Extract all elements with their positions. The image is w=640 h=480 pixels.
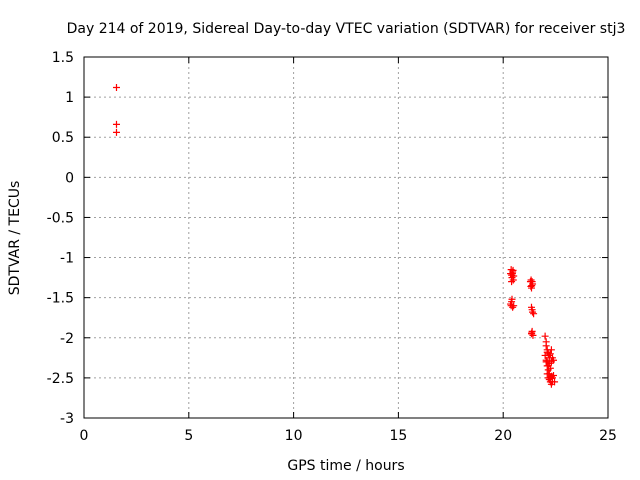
y-axis-label: SDTVAR / TECUs [7,181,23,296]
data-points [112,83,559,388]
data-point [546,364,554,372]
data-point [112,83,120,91]
data-point [528,278,536,286]
data-point [545,359,553,367]
x-tick-labels: 0 5 10 15 20 25 [80,428,617,444]
data-point [543,370,551,378]
data-point [509,266,517,274]
data-point [528,306,536,314]
y-tick-label: -2.5 [47,371,74,387]
x-tick-label: 20 [494,428,512,444]
data-point [508,295,516,303]
plot-frame [83,56,609,419]
y-tick-label: 1 [65,90,74,106]
data-point [508,270,516,278]
data-point [112,128,120,136]
y-tick-labels: -3 -2.5 -2 -1.5 -1 -0.5 0 0.5 1 1.5 [47,50,74,427]
y-tick-label: -2 [60,331,74,347]
x-tick-label: 25 [599,428,617,444]
x-tick-label: 10 [285,428,303,444]
data-point [550,371,558,379]
data-point [541,332,549,340]
data-point [542,342,550,350]
y-tick-label: -3 [60,411,74,427]
x-tick-label: 15 [389,428,407,444]
grid [84,57,608,418]
data-point [527,282,535,290]
y-tick-label: 0.5 [52,130,74,146]
data-point [508,278,516,286]
data-point [550,356,558,364]
y-tick-label: -1 [60,251,74,267]
y-tick-label: 1.5 [52,50,74,66]
x-tick-label: 0 [80,428,89,444]
data-point [546,350,554,358]
data-point [530,310,538,318]
data-point [545,351,553,359]
axis-ticks [83,56,609,419]
x-axis-label: GPS time / hours [287,458,404,474]
x-tick-label: 5 [184,428,193,444]
data-point [509,303,517,311]
data-point [528,329,536,337]
data-point [547,346,555,354]
data-point [527,284,535,292]
chart-title: Day 214 of 2019, Sidereal Day-to-day VTE… [67,21,626,37]
data-point [551,378,559,386]
data-point [542,356,550,364]
y-tick-label: 0 [65,170,74,186]
data-point [507,302,515,310]
data-point [527,276,535,284]
y-tick-label: -0.5 [47,210,74,226]
y-tick-label: -1.5 [47,291,74,307]
data-point [112,120,120,128]
